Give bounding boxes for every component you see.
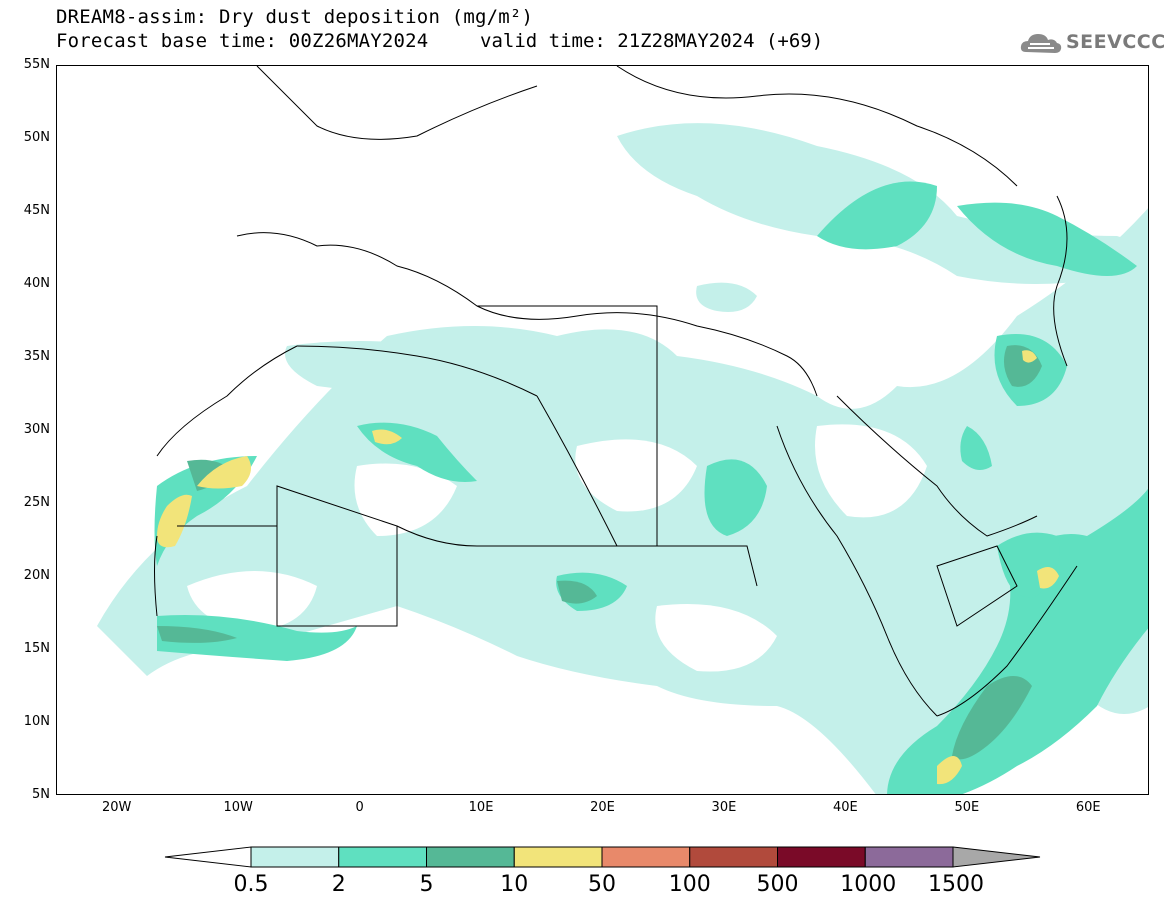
colorbar-swatch (426, 846, 515, 868)
lat-tick-label: 25N (23, 495, 50, 510)
lat-tick-label: 35N (23, 349, 50, 364)
colorbar-level-label: 500 (756, 872, 799, 897)
lat-tick-label: 45N (23, 203, 50, 218)
deposition-layer-10 (157, 350, 1059, 785)
colorbar-under-arrow (164, 846, 252, 868)
colorbar-legend (164, 846, 1041, 868)
lat-tick-label: 5N (32, 787, 50, 802)
lon-tick-label: 10W (223, 800, 253, 815)
logo-text: SEEVCCC (1066, 31, 1165, 53)
lon-tick-label: 30E (711, 800, 737, 815)
lat-tick-label: 30N (23, 422, 50, 437)
colorbar-swatch (689, 846, 778, 868)
lon-tick-label: 0 (355, 800, 364, 815)
chart-title: DREAM8-assim: Dry dust deposition (mg/m²… (56, 6, 534, 28)
lat-tick-label: 10N (23, 714, 50, 729)
lon-tick-label: 40E (832, 800, 858, 815)
colorbar-swatch (864, 846, 954, 868)
lon-tick-label: 20E (590, 800, 615, 815)
map-panel (56, 65, 1149, 795)
colorbar-level-label: 10 (500, 872, 529, 897)
lat-tick-label: 20N (23, 568, 50, 583)
lat-tick-label: 55N (23, 57, 50, 72)
colorbar-level-label: 1000 (840, 872, 897, 897)
lon-tick-label: 60E (1075, 800, 1101, 815)
lon-tick-label: 10E (468, 800, 494, 815)
colorbar-swatch (777, 846, 866, 868)
deposition-gaps (187, 424, 927, 672)
lat-tick-label: 50N (23, 130, 50, 145)
colorbar-swatch (250, 846, 340, 868)
lat-tick-label: 40N (23, 276, 50, 291)
colorbar-level-label: 0.5 (233, 872, 269, 897)
colorbar-swatch (513, 846, 603, 868)
colorbar-swatch (601, 846, 691, 868)
valid-time: valid time: 21Z28MAY2024 (+69) (480, 30, 824, 52)
colorbar-level-label: 1500 (928, 872, 984, 897)
lat-tick-label: 15N (23, 641, 50, 656)
colorbar-level-label: 100 (668, 872, 711, 897)
colorbar-level-label: 2 (331, 872, 346, 897)
cloud-logo-icon (1020, 34, 1062, 53)
seevccc-logo: SEEVCCC (1018, 28, 1165, 60)
dust-deposition-map (97, 66, 1148, 794)
colorbar-level-label: 50 (588, 872, 616, 897)
colorbar-over-arrow (952, 846, 1041, 868)
forecast-base-time: Forecast base time: 00Z26MAY2024 (56, 30, 429, 52)
country-borders (154, 66, 1078, 717)
lon-tick-label: 20W (102, 800, 132, 815)
colorbar-level-label: 5 (419, 872, 434, 897)
lon-tick-label: 50E (954, 800, 980, 815)
colorbar-swatch (338, 846, 427, 868)
